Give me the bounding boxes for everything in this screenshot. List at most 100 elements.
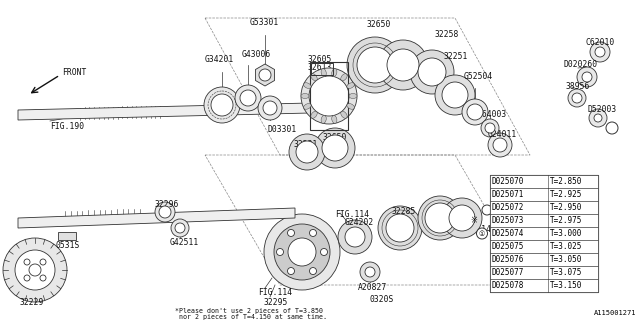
Circle shape <box>287 268 294 275</box>
Bar <box>490 175 598 188</box>
Bar <box>58 232 76 240</box>
Circle shape <box>577 67 597 87</box>
Ellipse shape <box>303 83 311 88</box>
Text: G34201: G34201 <box>205 55 234 64</box>
Circle shape <box>159 206 171 218</box>
Circle shape <box>482 205 492 215</box>
Circle shape <box>386 214 414 242</box>
Ellipse shape <box>349 93 357 99</box>
Circle shape <box>449 205 475 231</box>
Circle shape <box>15 250 55 290</box>
Circle shape <box>488 133 512 157</box>
Text: D025075: D025075 <box>492 242 524 251</box>
Text: D025076: D025076 <box>492 255 524 264</box>
Text: D025074: D025074 <box>492 229 524 238</box>
Ellipse shape <box>332 69 337 76</box>
Text: A115001271: A115001271 <box>593 310 636 316</box>
Text: FIG.114: FIG.114 <box>258 288 292 297</box>
Circle shape <box>481 119 499 137</box>
Text: D025073: D025073 <box>492 216 524 225</box>
Circle shape <box>477 228 488 239</box>
Circle shape <box>40 275 46 281</box>
Text: ①: ① <box>479 230 485 236</box>
Circle shape <box>29 264 41 276</box>
Text: G43006: G43006 <box>242 50 271 59</box>
Circle shape <box>442 82 468 108</box>
Text: D03301: D03301 <box>268 125 297 134</box>
Circle shape <box>322 135 348 161</box>
Ellipse shape <box>321 69 326 76</box>
Text: D020260: D020260 <box>563 60 597 69</box>
Bar <box>490 175 598 292</box>
Circle shape <box>357 47 393 83</box>
Circle shape <box>467 104 483 120</box>
Circle shape <box>435 75 475 115</box>
Text: 32650: 32650 <box>323 133 348 142</box>
Circle shape <box>235 85 261 111</box>
Text: ①: ① <box>610 125 614 131</box>
Text: 0531S: 0531S <box>55 241 79 250</box>
Circle shape <box>493 138 507 152</box>
Text: D025070: D025070 <box>492 177 524 186</box>
Text: G52504: G52504 <box>464 72 493 81</box>
Bar <box>490 201 598 214</box>
Circle shape <box>24 275 30 281</box>
Circle shape <box>378 206 422 250</box>
Text: 32296: 32296 <box>155 200 179 209</box>
Bar <box>311 63 333 75</box>
Ellipse shape <box>347 83 355 88</box>
Polygon shape <box>18 103 310 120</box>
Text: 32231: 32231 <box>294 140 318 149</box>
Circle shape <box>310 268 317 275</box>
Circle shape <box>606 122 618 134</box>
Text: T=2.925: T=2.925 <box>550 190 582 199</box>
Text: C64003: C64003 <box>478 110 508 119</box>
Circle shape <box>40 259 46 265</box>
Circle shape <box>365 267 375 277</box>
Circle shape <box>360 262 380 282</box>
Text: 38956: 38956 <box>566 82 590 91</box>
Bar <box>490 266 598 279</box>
Circle shape <box>263 101 277 115</box>
Text: D025078: D025078 <box>492 281 524 290</box>
Circle shape <box>572 93 582 103</box>
Circle shape <box>24 259 30 265</box>
Circle shape <box>485 123 495 133</box>
Circle shape <box>259 69 271 81</box>
Text: G24011: G24011 <box>488 130 517 139</box>
Circle shape <box>582 72 592 82</box>
Circle shape <box>301 68 357 124</box>
Text: 32229: 32229 <box>20 298 44 307</box>
Circle shape <box>590 42 610 62</box>
Text: D52003: D52003 <box>588 105 617 114</box>
Text: G24202: G24202 <box>345 218 374 227</box>
Circle shape <box>387 49 419 81</box>
Ellipse shape <box>301 93 309 99</box>
Text: *Please don't use 2 pieces of T=3.850: *Please don't use 2 pieces of T=3.850 <box>175 308 323 314</box>
Circle shape <box>568 89 586 107</box>
Circle shape <box>274 224 330 280</box>
Circle shape <box>258 96 282 120</box>
Circle shape <box>171 219 189 237</box>
Text: D025077: D025077 <box>492 268 524 277</box>
Polygon shape <box>18 208 295 228</box>
Ellipse shape <box>321 116 326 123</box>
Circle shape <box>276 249 284 255</box>
Circle shape <box>310 229 317 236</box>
Text: 32650: 32650 <box>367 20 392 29</box>
Polygon shape <box>255 64 275 86</box>
Circle shape <box>410 50 454 94</box>
Text: 32258: 32258 <box>435 30 460 39</box>
Circle shape <box>3 238 67 302</box>
Ellipse shape <box>347 104 355 109</box>
Text: G42511: G42511 <box>170 238 199 247</box>
Ellipse shape <box>340 74 347 81</box>
Circle shape <box>315 128 355 168</box>
Text: T=3.075: T=3.075 <box>550 268 582 277</box>
Circle shape <box>462 99 488 125</box>
Ellipse shape <box>340 111 347 118</box>
Text: 32613: 32613 <box>308 63 332 72</box>
Text: G53301: G53301 <box>250 18 279 27</box>
Circle shape <box>338 220 372 254</box>
Circle shape <box>288 238 316 266</box>
